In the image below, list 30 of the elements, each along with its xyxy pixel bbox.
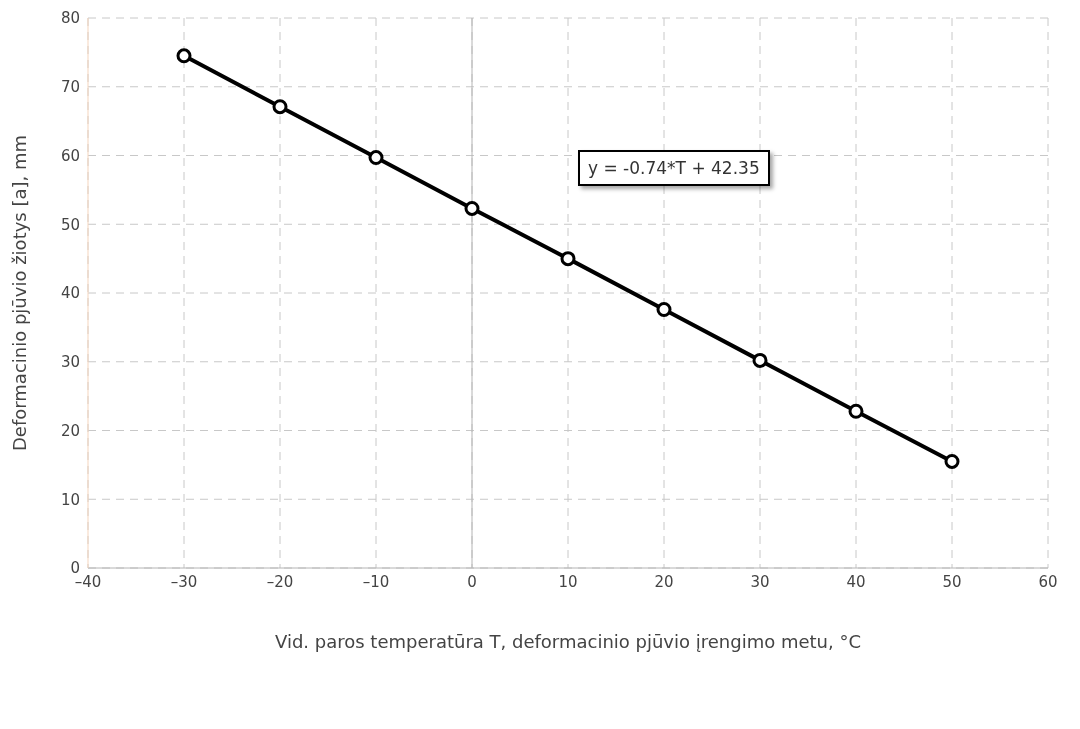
point — [560, 251, 576, 267]
x-tick-label: 60 — [1038, 572, 1058, 591]
y-tick-label: 70 — [60, 78, 80, 97]
x-tick-label: –20 — [266, 572, 294, 591]
y-axis-title: Deformacinio pjūvio žiotys [a], mm — [9, 134, 31, 452]
y-tick-label: 80 — [60, 9, 80, 28]
y-tick-label: 60 — [60, 146, 80, 165]
point — [848, 403, 864, 419]
point — [656, 302, 672, 317]
point — [464, 200, 480, 216]
point — [752, 352, 768, 368]
x-tick-label: 0 — [467, 572, 477, 591]
annotation: y = -0.74*T + 42.35 — [578, 150, 770, 186]
point — [944, 453, 960, 469]
point — [272, 99, 288, 115]
y-tick-label: 20 — [60, 421, 80, 440]
x-tick-label: –30 — [170, 572, 198, 591]
x-tick-label: –10 — [362, 572, 390, 591]
x-tick-label: 50 — [942, 572, 962, 591]
x-axis-title: Vid. paros temperatūra T, deformacinio pjūvio įrengimo metu, °C — [274, 631, 862, 652]
x-tick-label: 10 — [558, 572, 578, 591]
x-tick-label: 30 — [750, 572, 770, 591]
y-tick-label: 10 — [60, 490, 80, 509]
point — [176, 48, 192, 64]
y-tick-label: 40 — [60, 284, 80, 303]
x-tick-label: 40 — [846, 572, 866, 591]
point — [368, 150, 384, 166]
x-tick-label: 20 — [654, 572, 674, 591]
y-tick-label: 50 — [60, 215, 80, 234]
y-tick-label: 30 — [60, 353, 80, 372]
